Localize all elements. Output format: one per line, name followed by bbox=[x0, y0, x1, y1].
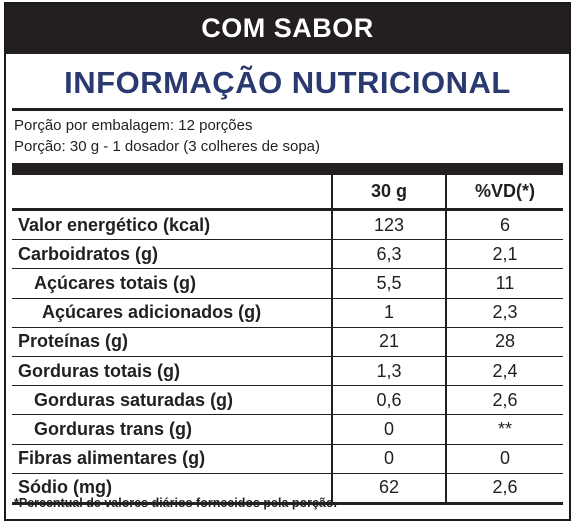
row-amount: 62 bbox=[331, 473, 446, 505]
section-divider bbox=[12, 163, 563, 175]
row-amount: 21 bbox=[331, 327, 446, 357]
header-daily-value: %VD(*) bbox=[445, 175, 563, 211]
table-row: Proteínas (g) 21 28 bbox=[12, 327, 563, 357]
daily-value-footnote: *Percentual de valores diários fornecido… bbox=[14, 496, 338, 510]
table-row: Açúcares totais (g) 5,5 11 bbox=[12, 268, 563, 299]
row-daily-value: 0 bbox=[445, 444, 563, 474]
header-amount: 30 g bbox=[331, 175, 446, 211]
table-row: Gorduras saturadas (g) 0,6 2,6 bbox=[12, 385, 563, 416]
row-amount: 5,5 bbox=[331, 268, 446, 299]
row-daily-value: ** bbox=[445, 414, 563, 445]
row-amount: 0 bbox=[331, 414, 446, 445]
table-row: Gorduras totais (g) 1,3 2,4 bbox=[12, 356, 563, 387]
row-amount: 6,3 bbox=[331, 239, 446, 270]
table-row: Valor energético (kcal) 123 6 bbox=[12, 209, 563, 241]
row-daily-value: 2,4 bbox=[445, 356, 563, 387]
row-daily-value: 2,3 bbox=[445, 298, 563, 328]
row-amount: 0 bbox=[331, 444, 446, 474]
row-label: Fibras alimentares (g) bbox=[12, 444, 332, 474]
table-row: Gorduras trans (g) 0 ** bbox=[12, 414, 563, 445]
row-label: Valor energético (kcal) bbox=[12, 209, 332, 241]
row-daily-value: 11 bbox=[445, 268, 563, 299]
panel-title: INFORMAÇÃO NUTRICIONAL bbox=[64, 65, 511, 100]
nutrition-table: 30 g %VD(*) Valor energético (kcal) 123 … bbox=[12, 175, 563, 505]
flavor-banner: COM SABOR bbox=[6, 4, 569, 54]
table-row: Sódio (mg) 62 2,6 bbox=[12, 473, 563, 505]
row-daily-value: 2,6 bbox=[445, 473, 563, 505]
table-header-row: 30 g %VD(*) bbox=[12, 175, 563, 211]
row-label: Gorduras totais (g) bbox=[12, 356, 332, 387]
table-row: Fibras alimentares (g) 0 0 bbox=[12, 444, 563, 474]
table-row: Carboidratos (g) 6,3 2,1 bbox=[12, 239, 563, 270]
row-label: Açúcares adicionados (g) bbox=[12, 298, 332, 328]
row-amount: 123 bbox=[331, 209, 446, 241]
row-label: Gorduras saturadas (g) bbox=[12, 385, 332, 416]
row-daily-value: 2,6 bbox=[445, 385, 563, 416]
row-daily-value: 6 bbox=[445, 209, 563, 241]
nutrition-facts-panel: COM SABOR INFORMAÇÃO NUTRICIONAL Porção … bbox=[4, 2, 571, 521]
row-amount: 1,3 bbox=[331, 356, 446, 387]
row-daily-value: 28 bbox=[445, 327, 563, 357]
row-label: Sódio (mg) bbox=[12, 473, 332, 505]
row-label: Gorduras trans (g) bbox=[12, 414, 332, 445]
row-label: Proteínas (g) bbox=[12, 327, 332, 357]
row-label: Açúcares totais (g) bbox=[12, 268, 332, 299]
row-amount: 0,6 bbox=[331, 385, 446, 416]
title-divider bbox=[12, 108, 563, 111]
table-row: Açúcares adicionados (g) 1 2,3 bbox=[12, 298, 563, 328]
row-daily-value: 2,1 bbox=[445, 239, 563, 270]
servings-per-package: Porção por embalagem: 12 porções bbox=[14, 117, 253, 134]
row-amount: 1 bbox=[331, 298, 446, 328]
row-label: Carboidratos (g) bbox=[12, 239, 332, 270]
header-blank-cell bbox=[12, 175, 332, 211]
serving-size: Porção: 30 g - 1 dosador (3 colheres de … bbox=[14, 138, 321, 155]
